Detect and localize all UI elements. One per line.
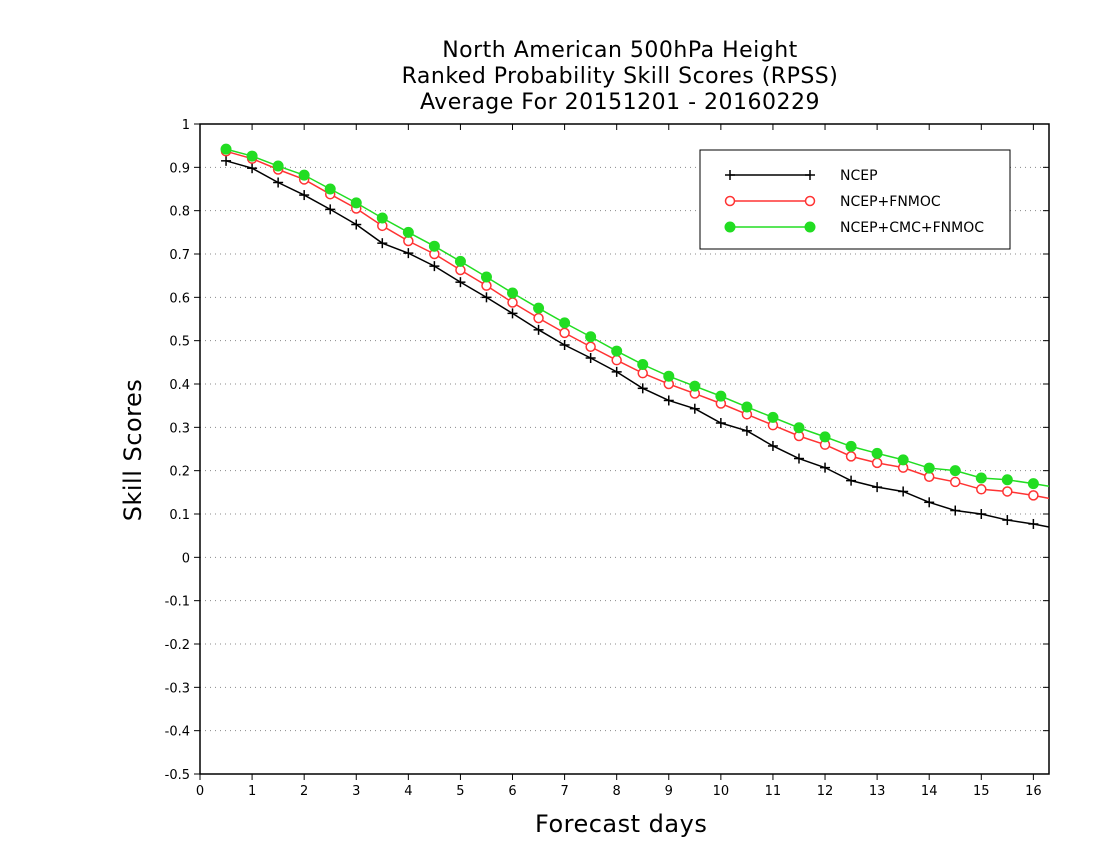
y-tick-label: 0.4 [169,378,190,393]
data-point [871,457,883,469]
data-point [871,447,883,459]
y-tick-label: 1 [182,118,190,133]
y-tick-label: 0.9 [169,161,190,176]
data-point [246,150,258,162]
y-tick-label: -0.5 [165,768,190,783]
legend-marker [724,221,736,233]
y-tick-label: -0.3 [165,681,190,696]
data-point [533,312,544,324]
chart-title-line-2: Ranked Probability Skill Scores (RPSS) [401,64,839,89]
chart-title-line-3: Average For 20151201 - 20160229 [419,90,821,115]
legend-label: NCEP [840,168,878,184]
legend-marker [724,195,736,207]
data-point [585,341,596,352]
data-point [481,280,492,291]
x-tick-label: 14 [921,784,938,799]
data-point [272,160,284,172]
y-tick-label: -0.4 [165,725,190,740]
x-tick-label: 7 [560,784,568,799]
data-point [533,302,545,314]
plot-frame [199,123,1050,775]
x-tick-label: 5 [456,784,464,799]
y-tick-label: 0.5 [169,335,190,350]
y-tick-label: 0 [182,551,190,566]
data-point [324,183,336,195]
data-point [1027,478,1039,490]
data-point [845,451,857,462]
x-tick-label: 9 [665,784,673,799]
x-tick-label: 1 [248,784,256,799]
x-tick-label: 0 [196,784,204,799]
legend-box [699,149,1011,250]
data-point [455,264,466,276]
y-tick-label: 0.2 [169,465,190,480]
data-point [611,345,623,357]
x-tick-label: 2 [300,784,308,799]
legend-marker [804,195,816,207]
data-point [611,354,622,366]
chart-title-line-1: North American 500hPa Height [442,38,798,63]
x-tick-label: 11 [765,784,782,799]
x-tick-label: 10 [713,784,730,799]
data-point [976,484,987,495]
x-tick-label: 8 [613,784,621,799]
y-tick-label: 0.8 [169,205,190,220]
y-tick-label: 0.1 [169,508,190,523]
x-tick-label: 16 [1025,784,1042,799]
data-point [689,380,701,392]
y-tick-label: 0.7 [169,248,190,263]
data-point [793,422,805,434]
data-point [403,235,414,247]
legend-label: NCEP+FNMOC [840,194,941,210]
legend-label: NCEP+CMC+FNMOC [840,220,984,236]
data-point [1002,486,1013,497]
data-point [507,287,519,299]
data-point [559,317,571,329]
data-point [845,440,857,452]
data-point [507,297,518,308]
data-point [741,401,753,413]
x-tick-label: 15 [973,784,990,799]
data-point [767,411,779,423]
data-point [923,462,935,474]
data-point [637,367,648,379]
data-point [715,390,727,402]
x-tick-label: 3 [352,784,360,799]
data-point [975,472,987,484]
x-tick-label: 6 [508,784,516,799]
data-point [819,431,831,443]
data-point [350,197,362,209]
data-point [663,370,675,382]
data-point [428,240,440,252]
data-point [637,359,649,370]
y-axis-title: Skill Scores [119,378,147,522]
data-point [923,471,935,482]
data-point [949,476,961,488]
data-point [220,143,232,155]
data-point [949,465,961,477]
data-point [376,212,388,224]
x-axis-title: Forecast days [535,810,708,838]
data-point [559,327,570,339]
data-point [1001,474,1013,486]
y-tick-label: -0.2 [165,638,190,653]
y-tick-label: 0.3 [169,421,190,436]
x-tick-label: 4 [404,784,412,799]
data-point [402,226,414,238]
x-tick-label: 12 [817,784,834,799]
data-point [897,454,909,466]
legend-marker [804,221,816,233]
data-point [585,331,597,343]
x-tick-label: 13 [869,784,886,799]
y-tick-label: -0.1 [165,595,190,610]
data-point [480,271,492,283]
data-point [454,255,466,267]
data-point [298,169,310,181]
data-point [1028,490,1039,501]
y-tick-label: 0.6 [169,291,190,306]
